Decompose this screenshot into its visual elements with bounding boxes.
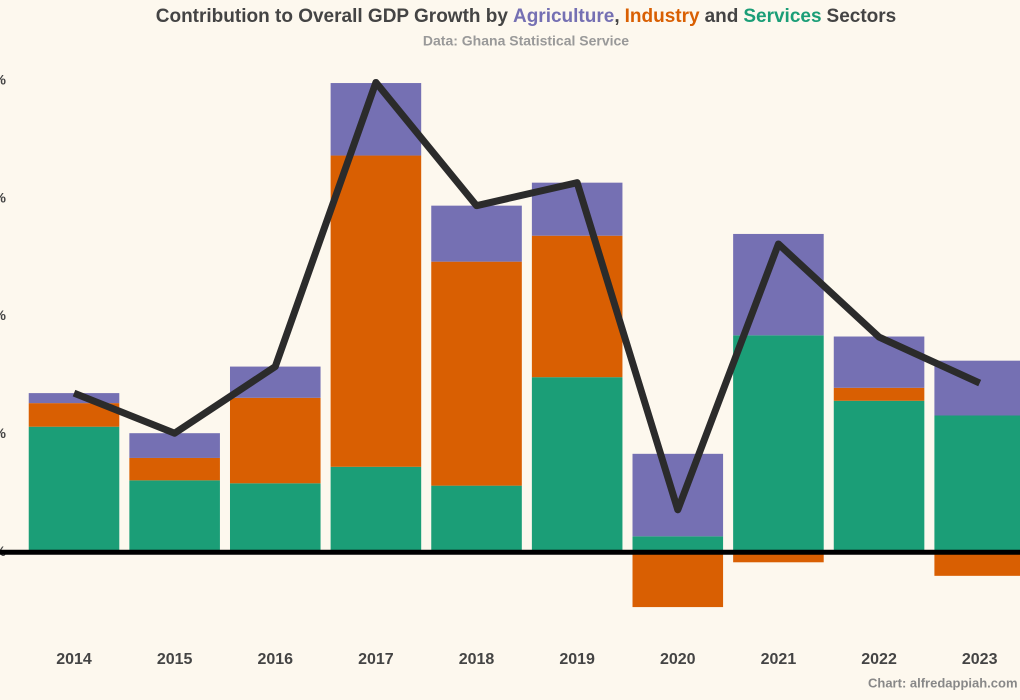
bar-segment — [431, 261, 522, 486]
bar-segment — [531, 377, 623, 553]
title-text: and — [705, 6, 739, 27]
bar-segment — [733, 552, 824, 563]
bar-segment — [833, 336, 925, 388]
bar-segment — [330, 466, 422, 553]
title-services: Services — [743, 6, 821, 27]
bar-segment — [129, 457, 220, 481]
bars — [28, 83, 1020, 608]
title-text: , — [614, 6, 619, 27]
bar-segment — [229, 366, 321, 398]
bar-segment — [229, 397, 321, 484]
bar-segment — [28, 393, 120, 404]
bar-segment — [229, 483, 321, 553]
growth-line — [72, 78, 982, 514]
x-tick-label: 2023 — [962, 651, 998, 668]
bar-segment — [632, 536, 724, 553]
bar-segment — [632, 552, 724, 608]
y-tick-label: 4% — [0, 307, 7, 323]
bar-segment — [330, 155, 422, 467]
x-tick-label: 2017 — [358, 651, 394, 668]
x-tick-label: 2015 — [157, 651, 193, 668]
x-tick-label: 2022 — [861, 651, 897, 668]
bar-segment — [833, 387, 925, 401]
x-tick-label: 2014 — [56, 651, 92, 668]
bar-segment — [531, 235, 623, 378]
bar-segment — [28, 403, 120, 427]
bar-segment — [129, 433, 220, 458]
x-tick-label: 2021 — [761, 651, 797, 668]
x-tick-label: 2016 — [257, 651, 293, 668]
title-agriculture: Agriculture — [513, 6, 614, 27]
x-tick-label: 2018 — [459, 651, 495, 668]
y-tick-label: 2% — [0, 425, 7, 441]
x-tick-label: 2020 — [660, 651, 696, 668]
chart-caption: Chart: alfredappiah.com — [868, 675, 1018, 690]
title-industry: Industry — [625, 6, 700, 27]
chart-subtitle: Data: Ghana Statistical Service — [423, 33, 629, 49]
bar-segment — [431, 485, 522, 553]
bar-segment — [129, 480, 220, 553]
bar-segment — [934, 552, 1020, 576]
title-text: Sectors — [827, 6, 897, 27]
bar-segment — [733, 335, 824, 553]
title-text: Contribution to Overall GDP Growth by — [156, 6, 509, 27]
bar-segment — [28, 426, 120, 553]
bar-segment — [632, 453, 724, 537]
bar-segment — [431, 205, 522, 262]
y-tick-label: 8% — [0, 71, 7, 87]
x-tick-label: 2019 — [559, 651, 595, 668]
chart-title: Contribution to Overall GDP Growth by Agr… — [156, 6, 896, 27]
bar-segment — [934, 415, 1020, 553]
bar-segment — [833, 400, 925, 553]
y-tick-label: 6% — [0, 189, 7, 205]
